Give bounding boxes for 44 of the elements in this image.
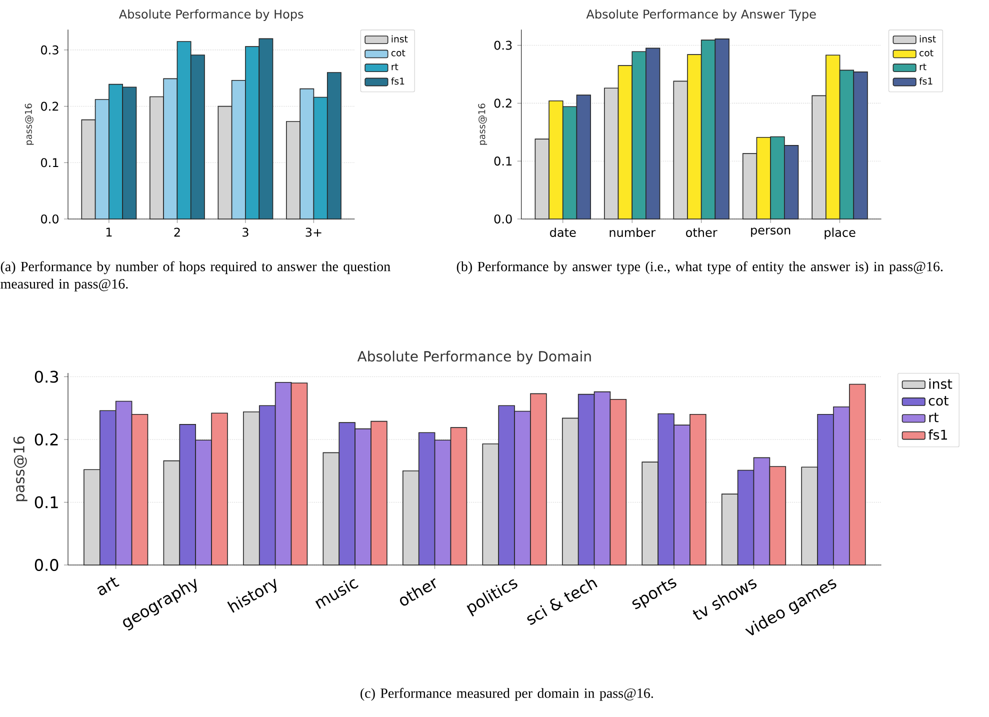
y-tick-label: 0.2 — [41, 102, 58, 111]
text: (b) Performance by answer type (i.e., what type of entity the answer is) in pass@16. — [456, 261, 943, 274]
chart-title: Absolute Performance by Domain — [357, 350, 591, 364]
y-tick-label: 0.3 — [34, 370, 58, 383]
legend-label: inst — [929, 378, 952, 389]
chart-title: Absolute Performance by Hops — [118, 9, 304, 21]
y-tick-label: 0.0 — [41, 214, 58, 224]
x-tick-label: number — [610, 228, 656, 237]
legend-label: cot — [928, 396, 949, 406]
x-tick-label: person — [751, 228, 790, 237]
legend-label: inst — [392, 35, 408, 42]
chart-title: Absolute Performance by Answer Type — [586, 9, 816, 21]
y-tick-label: 0.1 — [34, 496, 58, 508]
x-tick-label: 2 — [174, 228, 180, 237]
x-tick-label: 3+ — [306, 228, 322, 237]
y-axis-title: pass@16 — [24, 104, 34, 145]
legend-label: inst — [920, 35, 936, 42]
x-tick-label: other — [686, 228, 718, 237]
y-tick-label: 0.3 — [41, 45, 58, 54]
y-tick-label: 0.2 — [494, 98, 512, 108]
y-tick-label: 0.3 — [494, 40, 512, 50]
y-tick-label: 0.1 — [494, 156, 512, 166]
legend-label: cot — [391, 50, 406, 56]
text: (a) Performance by number of hops required to answer the question measured in pass@16. — [0, 261, 390, 292]
x-tick-label: place — [824, 228, 856, 240]
legend-label: rt — [929, 412, 938, 422]
y-axis-title: pass@16 — [13, 436, 28, 502]
x-tick-label: date — [550, 228, 576, 237]
legend-label: rt — [920, 64, 926, 70]
legend-label: rt — [392, 64, 398, 70]
legend-label: fs1 — [391, 77, 404, 85]
y-tick-label: 0.0 — [34, 558, 58, 572]
legend-label: fs1 — [919, 77, 932, 85]
x-tick-label: sci & tech — [527, 579, 598, 625]
x-tick-label: 1 — [106, 228, 112, 236]
text: (c) Performance measured per domain in pass@16. — [360, 688, 653, 701]
x-tick-label: art — [97, 577, 120, 596]
legend-label: fs1 — [928, 429, 947, 440]
y-tick-label: 0.0 — [494, 214, 512, 224]
y-tick-label: 0.1 — [41, 158, 58, 168]
y-tick-label: 0.2 — [34, 433, 58, 446]
x-tick-label: 3 — [242, 228, 248, 237]
legend-label: cot — [920, 50, 934, 56]
y-axis-title: pass@16 — [478, 104, 488, 145]
